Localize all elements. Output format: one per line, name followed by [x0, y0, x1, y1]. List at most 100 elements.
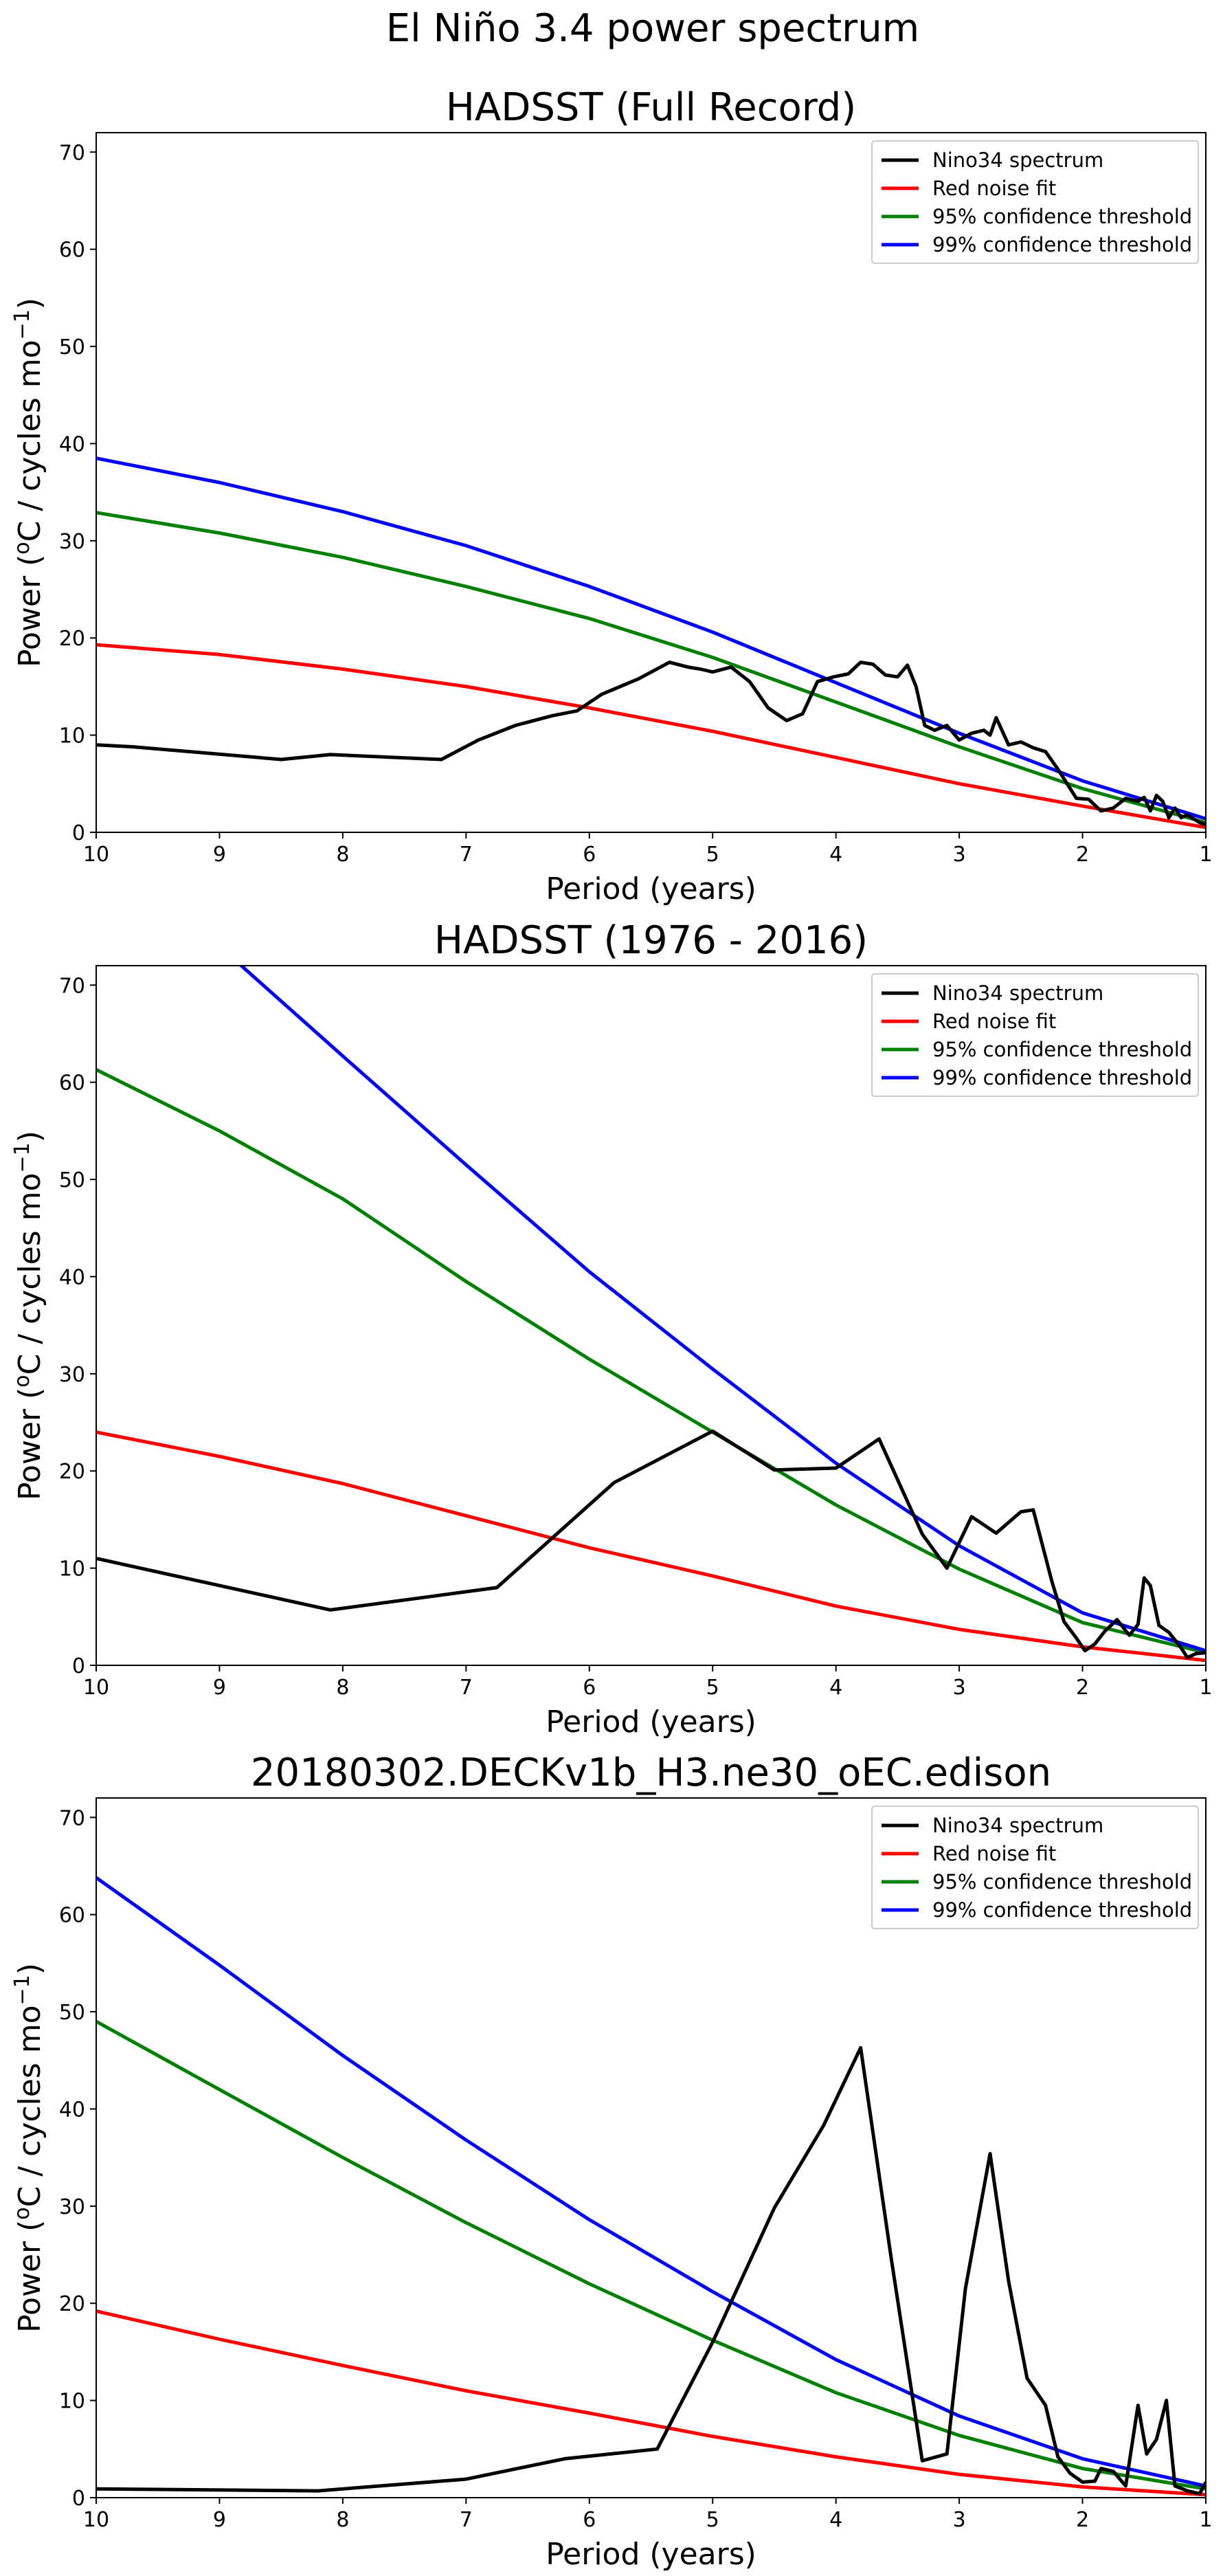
y-tick-label: 40	[59, 432, 85, 456]
series-group	[96, 1876, 1206, 2497]
series-line-red-noise	[96, 643, 1206, 830]
y-tick-label: 40	[59, 1265, 85, 1289]
x-tick-label: 10	[83, 1676, 109, 1700]
series-line-conf95	[96, 1068, 1206, 1655]
x-tick-label: 2	[1076, 1676, 1089, 1700]
y-tick-label: 40	[59, 2098, 85, 2122]
axes-frame	[96, 1797, 1207, 2498]
legend-box	[871, 1806, 1199, 1929]
y-tick-label: 10	[59, 1557, 85, 1581]
x-tick-label: 7	[460, 2508, 473, 2532]
series-line-conf99	[238, 966, 1206, 1653]
y-tick-label: 20	[59, 1460, 85, 1484]
y-tick-label: 0	[72, 2487, 85, 2511]
x-tick-label: 4	[829, 2508, 842, 2532]
legend-label: 95% confidence threshold	[932, 1038, 1192, 1061]
legend-label: Nino34 spectrum	[932, 148, 1103, 172]
axes-frame	[96, 132, 1207, 833]
y-tick-label: 0	[72, 821, 85, 845]
series-line-conf99	[96, 456, 1206, 821]
x-tick-label: 4	[829, 843, 842, 867]
legend-label: Nino34 spectrum	[932, 1814, 1103, 1837]
legend-label: 99% confidence threshold	[932, 1898, 1192, 1922]
series-line-conf99	[96, 1876, 1206, 2488]
series-group	[96, 966, 1206, 1663]
x-tick-label: 5	[706, 2508, 719, 2532]
x-axis-label: Period (years)	[546, 1705, 756, 1740]
x-tick-label: 9	[213, 843, 226, 867]
y-label-suffix: )	[12, 1963, 47, 1975]
y-tick-label: 10	[59, 724, 85, 748]
panel-title: HADSST (1976 - 2016)	[434, 918, 868, 963]
series-line-conf95	[96, 511, 1206, 825]
legend: Nino34 spectrum Red noise fit 95% confiden…	[871, 1806, 1199, 1929]
y-tick-label: 0	[72, 1654, 85, 1678]
y-label-suffix: )	[12, 1131, 47, 1142]
x-tick-label: 6	[583, 843, 596, 867]
x-tick-label: 5	[706, 843, 719, 867]
y-label-suffix: )	[12, 298, 47, 309]
y-label-prefix: Power (	[12, 1388, 47, 1500]
y-tick-label: 70	[59, 1806, 85, 1830]
legend-label: Nino34 spectrum	[932, 981, 1103, 1005]
legend-label: 95% confidence threshold	[932, 1870, 1192, 1894]
series-group	[96, 456, 1206, 830]
series-line-nino34	[96, 2045, 1206, 2496]
y-tick-label: 50	[59, 2001, 85, 2025]
y-label-exp: −1	[10, 1142, 34, 1173]
series-line-conf95	[96, 2020, 1206, 2491]
x-tick-label: 2	[1076, 2508, 1089, 2532]
series-line-red-noise	[96, 1430, 1206, 1663]
y-label-exp: −1	[10, 1975, 34, 2005]
y-tick-label: 20	[59, 2292, 85, 2316]
x-axis-label: Period (years)	[546, 2537, 756, 2572]
chart-panels: HADSST (Full Record)10 9 8 7 6 5 4 3 2 1010203040…	[10, 85, 1213, 2572]
legend-box	[871, 140, 1199, 264]
series-line-nino34	[96, 1429, 1206, 1660]
y-tick-label: 60	[59, 1072, 85, 1096]
chart-panel-1: HADSST (Full Record)10 9 8 7 6 5 4 3 2 1010203040…	[10, 85, 1213, 907]
y-label-unit: o	[10, 1375, 34, 1387]
x-tick-label: 1	[1199, 1676, 1212, 1700]
x-tick-label: 10	[83, 843, 109, 867]
y-tick-label: 60	[59, 1904, 85, 1928]
x-tick-label: 4	[829, 1676, 842, 1700]
x-tick-label: 3	[953, 1676, 966, 1700]
y-tick-label: 50	[59, 335, 85, 359]
x-tick-label: 6	[583, 2508, 596, 2532]
legend: Nino34 spectrum Red noise fit 95% confiden…	[871, 973, 1199, 1097]
panel-title: 20180302.DECKv1b_H3.ne30_oEC.edison	[251, 1751, 1051, 1795]
legend-label: Red noise fit	[932, 1842, 1056, 1865]
legend-box	[871, 973, 1199, 1097]
legend-label: 95% confidence threshold	[932, 205, 1192, 228]
chart-panel-2: HADSST (1976 - 2016)10 9 8 7 6 5 4 3 2 1010203040…	[10, 918, 1213, 1740]
x-tick-label: 1	[1199, 843, 1212, 867]
x-tick-label: 7	[460, 843, 473, 867]
legend-label: 99% confidence threshold	[932, 233, 1192, 256]
y-label-unit: o	[10, 2207, 34, 2219]
y-tick-label: 50	[59, 1168, 85, 1192]
y-label-mid: C / cycles mo	[12, 2005, 47, 2207]
y-tick-label: 10	[59, 2390, 85, 2414]
axes-frame	[96, 965, 1207, 1666]
x-tick-label: 9	[213, 2508, 226, 2532]
figure-title: El Niño 3.4 power spectrum	[386, 6, 919, 51]
y-label-exp: −1	[10, 309, 34, 340]
x-tick-label: 3	[953, 2508, 966, 2532]
y-tick-label: 30	[59, 1363, 85, 1387]
series-line-nino34	[96, 660, 1206, 827]
y-tick-label: 30	[59, 2195, 85, 2219]
y-label-prefix: Power (	[12, 2220, 47, 2333]
y-tick-label: 30	[59, 530, 85, 554]
legend: Nino34 spectrum Red noise fit 95% confiden…	[871, 140, 1199, 264]
y-axis-label: Power (oC / cycles mo−1)	[10, 1963, 47, 2333]
x-tick-label: 5	[706, 1676, 719, 1700]
x-tick-label: 10	[83, 2508, 109, 2532]
x-tick-label: 8	[336, 2508, 349, 2532]
y-axis-label: Power (oC / cycles mo−1)	[10, 298, 47, 667]
x-tick-label: 8	[336, 843, 349, 867]
x-tick-label: 9	[213, 1676, 226, 1700]
x-axis-label: Period (years)	[546, 871, 756, 907]
legend-label: Red noise fit	[932, 177, 1056, 200]
